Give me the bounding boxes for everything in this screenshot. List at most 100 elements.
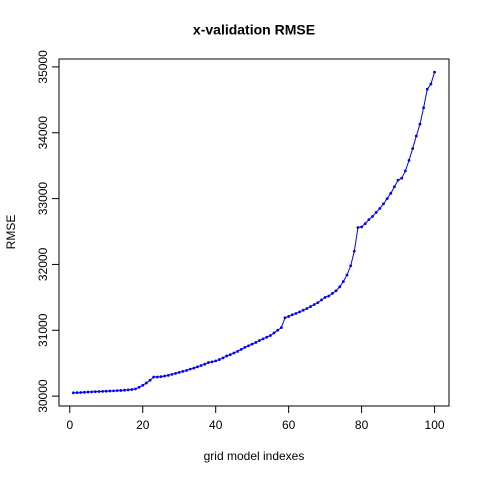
data-point	[371, 214, 374, 218]
data-point	[407, 159, 411, 162]
x-tick-label: 20	[136, 418, 150, 432]
data-point	[382, 202, 385, 206]
data-point	[174, 372, 177, 375]
data-point	[414, 134, 418, 138]
data-point	[93, 390, 97, 394]
plot-frame	[58, 58, 450, 407]
data-point	[185, 369, 188, 372]
data-point	[123, 388, 126, 392]
series-line	[73, 72, 436, 394]
x-tick-label: 40	[209, 418, 223, 432]
data-point	[283, 316, 287, 320]
data-point	[228, 353, 232, 357]
data-point	[170, 372, 174, 376]
data-point	[422, 106, 426, 110]
data-point	[239, 347, 243, 351]
y-axis-label: RMSE	[4, 215, 18, 250]
data-point	[265, 335, 269, 339]
data-point	[403, 169, 407, 173]
data-point	[119, 389, 123, 392]
x-axis-label: grid model indexes	[204, 449, 305, 463]
data-point	[411, 147, 415, 150]
data-point	[243, 345, 247, 349]
data-point	[269, 334, 272, 337]
y-tick-label: 31000	[36, 313, 50, 347]
data-point	[144, 381, 148, 385]
data-point	[104, 389, 108, 393]
data-point	[378, 207, 382, 210]
data-point	[247, 344, 250, 348]
data-point	[97, 390, 101, 393]
y-tick-label: 30000	[36, 379, 50, 413]
data-point	[112, 389, 115, 393]
data-point	[155, 375, 159, 379]
y-tick-label: 34000	[36, 116, 50, 150]
data-point	[433, 70, 436, 74]
data-point	[86, 390, 90, 394]
data-point	[79, 391, 83, 394]
data-point	[312, 303, 316, 306]
data-point	[210, 360, 214, 364]
data-point	[352, 249, 356, 253]
data-point	[429, 82, 433, 86]
data-point	[389, 191, 393, 195]
data-point	[396, 178, 400, 182]
data-point	[290, 313, 294, 317]
data-point	[148, 378, 152, 382]
data-point	[217, 358, 221, 361]
data-point	[141, 383, 145, 387]
data-point	[232, 351, 236, 355]
data-point	[221, 356, 225, 360]
data-point	[214, 359, 218, 363]
chart-title: x-validation RMSE	[193, 22, 315, 38]
data-point	[163, 374, 167, 378]
data-point	[316, 301, 320, 305]
y-tick-label: 33000	[36, 182, 50, 216]
data-point	[199, 364, 203, 367]
data-point	[334, 289, 338, 293]
data-point	[75, 391, 79, 395]
data-point	[225, 354, 229, 358]
data-point	[338, 285, 342, 289]
data-point	[327, 294, 331, 298]
data-point	[101, 389, 105, 393]
data-point	[250, 342, 254, 346]
data-point	[276, 328, 280, 332]
data-point	[137, 385, 141, 389]
data-point	[130, 388, 134, 391]
data-point	[360, 225, 364, 229]
data-point	[192, 366, 196, 370]
data-point	[188, 367, 192, 371]
data-point	[108, 389, 112, 393]
data-point	[258, 339, 261, 342]
data-point	[400, 176, 404, 180]
data-point	[349, 264, 353, 268]
data-point	[305, 307, 309, 310]
data-point	[356, 226, 360, 229]
data-point	[254, 341, 258, 344]
data-point	[341, 280, 345, 283]
data-point	[159, 375, 163, 379]
y-tick-label: 32000	[36, 247, 50, 281]
data-point	[309, 305, 312, 308]
data-point	[279, 326, 283, 330]
x-tick-label: 0	[66, 418, 73, 432]
data-point	[301, 308, 305, 312]
data-point	[363, 222, 367, 226]
data-point	[203, 362, 207, 366]
data-point	[152, 375, 156, 379]
data-point	[261, 337, 265, 341]
data-point	[126, 388, 130, 392]
data-point	[374, 211, 378, 214]
y-tick-label: 35000	[36, 50, 50, 84]
data-point	[393, 185, 396, 189]
data-point	[115, 389, 119, 393]
data-point	[236, 349, 239, 353]
data-point	[320, 298, 323, 302]
data-point	[72, 391, 75, 395]
data-point	[166, 373, 170, 377]
x-tick-label: 100	[425, 418, 445, 432]
data-point	[82, 390, 86, 394]
data-point	[367, 218, 371, 222]
